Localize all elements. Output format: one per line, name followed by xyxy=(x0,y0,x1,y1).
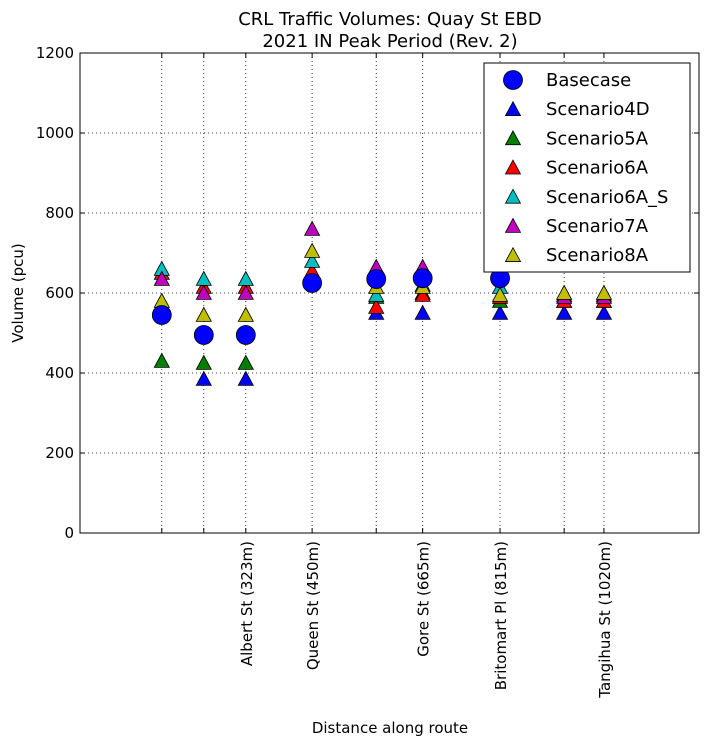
y-tick-label: 200 xyxy=(45,444,74,462)
point-scenario7a xyxy=(195,284,212,300)
y-tick-label: 1200 xyxy=(36,44,74,62)
point-scenario4d xyxy=(595,304,613,320)
y-tick-label: 1000 xyxy=(36,124,74,142)
legend-marker-scenario7a xyxy=(504,217,522,233)
point-scenario5a xyxy=(195,354,212,370)
point-scenario4d xyxy=(555,304,573,320)
legend-marker-scenario4d xyxy=(504,100,522,116)
point-scenario5a xyxy=(237,354,254,370)
point-scenario6a xyxy=(368,298,385,314)
legend-marker-scenario6a-s xyxy=(504,188,522,204)
chart-subtitle: 2021 IN Peak Period (Rev. 2) xyxy=(262,31,517,52)
y-axis: 0 200 400 600 800 1000 1200 xyxy=(36,44,699,542)
legend-label-scenario6a-s: Scenario6A_S xyxy=(546,187,668,208)
data-points xyxy=(151,220,613,386)
x-axis-label: Distance along route xyxy=(312,719,468,737)
legend-marker-scenario8a xyxy=(504,246,522,262)
y-axis-label: Volume (pcu) xyxy=(9,243,27,343)
point-scenario5a xyxy=(153,352,170,368)
legend-marker-scenario5a xyxy=(504,130,522,146)
point-scenario6a-s xyxy=(195,270,212,286)
chart-title: CRL Traffic Volumes: Quay St EBD xyxy=(238,9,542,30)
point-scenario8a xyxy=(303,242,321,258)
point-basecase xyxy=(151,305,172,325)
legend-label-scenario7a: Scenario7A xyxy=(546,216,649,237)
y-tick-label: 400 xyxy=(45,364,74,382)
legend-label-scenario6a: Scenario6A xyxy=(546,158,649,179)
point-scenario4d xyxy=(414,304,431,320)
point-scenario6a xyxy=(414,286,431,302)
point-basecase xyxy=(366,269,387,289)
point-scenario4d xyxy=(237,370,254,386)
y-tick-label: 800 xyxy=(45,204,74,222)
legend-label-scenario8a: Scenario8A xyxy=(546,245,649,266)
legend-label-basecase: Basecase xyxy=(546,70,631,91)
point-scenario7a xyxy=(303,220,321,236)
point-basecase xyxy=(193,325,214,345)
point-scenario8a xyxy=(491,286,509,302)
point-scenario7a xyxy=(153,270,170,286)
point-scenario6a-s xyxy=(303,252,321,268)
x-tick-label: Britomart Pl (815m) xyxy=(492,541,510,690)
point-scenario4d xyxy=(195,370,212,386)
legend-marker-basecase xyxy=(503,70,523,90)
legend-label-scenario4d: Scenario4D xyxy=(546,99,650,120)
x-axis: Albert St (323m) Queen St (450m) Gore St (… xyxy=(161,53,614,699)
legend-marker-scenario6a xyxy=(504,159,522,175)
point-scenario8a xyxy=(555,284,573,300)
point-basecase xyxy=(235,325,256,345)
point-scenario7a xyxy=(237,284,254,300)
legend: Basecase Scenario4D Scenario5A Scenario6A Sc… xyxy=(483,62,691,273)
point-scenario6a-s xyxy=(237,270,254,286)
x-tick-label: Albert St (323m) xyxy=(238,541,256,666)
point-basecase xyxy=(412,268,433,289)
x-tick-label: Queen St (450m) xyxy=(304,541,322,670)
x-tick-label: Tangihua St (1020m) xyxy=(596,541,614,699)
legend-label-scenario5a: Scenario5A xyxy=(546,128,649,149)
x-tick-label: Gore St (665m) xyxy=(415,541,433,657)
point-scenario6a-s xyxy=(368,286,385,302)
y-tick-label: 0 xyxy=(64,524,74,542)
point-scenario8a xyxy=(195,306,212,322)
point-scenario4d xyxy=(491,304,509,320)
point-scenario8a xyxy=(595,284,613,300)
point-basecase xyxy=(302,273,323,293)
y-tick-label: 600 xyxy=(45,284,74,302)
legend-frame xyxy=(483,62,691,273)
point-scenario8a xyxy=(237,306,254,322)
